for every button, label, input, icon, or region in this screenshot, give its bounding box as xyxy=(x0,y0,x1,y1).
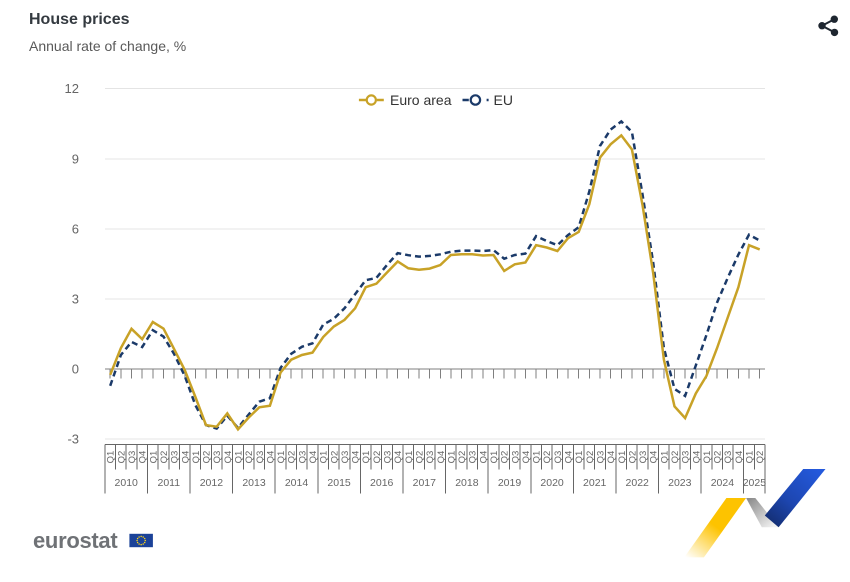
svg-text:Q2: Q2 xyxy=(159,451,170,464)
svg-text:Q2: Q2 xyxy=(670,451,681,464)
svg-text:Q1: Q1 xyxy=(361,451,372,464)
svg-text:Q1: Q1 xyxy=(659,451,670,464)
svg-text:Q2: Q2 xyxy=(415,451,426,464)
svg-text:Q3: Q3 xyxy=(297,451,308,464)
svg-text:Q4: Q4 xyxy=(393,451,404,464)
svg-text:Q2: Q2 xyxy=(287,451,298,464)
svg-text:Q3: Q3 xyxy=(255,451,266,464)
svg-text:-3: -3 xyxy=(67,432,79,447)
svg-text:2011: 2011 xyxy=(158,477,181,489)
svg-text:Q2: Q2 xyxy=(500,451,511,464)
svg-text:Q2: Q2 xyxy=(202,451,213,464)
svg-text:Q4: Q4 xyxy=(265,451,276,464)
svg-text:Q1: Q1 xyxy=(106,451,117,464)
svg-text:Euro area: Euro area xyxy=(390,92,452,108)
svg-text:Q4: Q4 xyxy=(351,451,362,464)
svg-text:Q2: Q2 xyxy=(627,451,638,464)
svg-text:Q3: Q3 xyxy=(468,451,479,464)
svg-text:Q4: Q4 xyxy=(564,451,575,464)
svg-text:Q3: Q3 xyxy=(681,451,692,464)
svg-text:Q2: Q2 xyxy=(457,451,468,464)
svg-text:Q3: Q3 xyxy=(127,451,138,464)
svg-text:Q4: Q4 xyxy=(606,451,617,464)
svg-text:EU: EU xyxy=(494,92,513,108)
svg-text:Q3: Q3 xyxy=(425,451,436,464)
svg-text:2010: 2010 xyxy=(115,477,139,489)
svg-text:Q3: Q3 xyxy=(638,451,649,464)
svg-text:2016: 2016 xyxy=(370,477,394,489)
svg-text:2019: 2019 xyxy=(498,477,522,489)
svg-text:Q1: Q1 xyxy=(617,451,628,464)
svg-text:2025: 2025 xyxy=(743,477,767,489)
svg-text:Q4: Q4 xyxy=(138,451,149,464)
svg-text:3: 3 xyxy=(72,291,79,306)
svg-text:Q4: Q4 xyxy=(308,451,319,464)
svg-text:2024: 2024 xyxy=(711,477,735,489)
svg-text:2023: 2023 xyxy=(668,477,692,489)
svg-text:Q3: Q3 xyxy=(212,451,223,464)
svg-text:Q1: Q1 xyxy=(489,451,500,464)
svg-text:0: 0 xyxy=(72,362,79,377)
svg-text:Q4: Q4 xyxy=(521,451,532,464)
svg-text:Q2: Q2 xyxy=(585,451,596,464)
svg-text:9: 9 xyxy=(72,151,79,166)
svg-text:Q3: Q3 xyxy=(170,451,181,464)
svg-text:Q1: Q1 xyxy=(276,451,287,464)
svg-text:2014: 2014 xyxy=(285,477,309,489)
svg-text:2021: 2021 xyxy=(583,477,607,489)
svg-text:Q1: Q1 xyxy=(234,451,245,464)
svg-text:Q3: Q3 xyxy=(383,451,394,464)
svg-text:2022: 2022 xyxy=(626,477,650,489)
svg-text:Q3: Q3 xyxy=(340,451,351,464)
svg-text:Q2: Q2 xyxy=(244,451,255,464)
svg-text:Q4: Q4 xyxy=(180,451,191,464)
svg-text:Q2: Q2 xyxy=(542,451,553,464)
svg-text:Q3: Q3 xyxy=(553,451,564,464)
svg-text:2020: 2020 xyxy=(540,477,564,489)
svg-text:Q1: Q1 xyxy=(574,451,585,464)
svg-text:Q4: Q4 xyxy=(649,451,660,464)
svg-text:Q1: Q1 xyxy=(191,451,202,464)
svg-text:Q1: Q1 xyxy=(404,451,415,464)
svg-text:Q2: Q2 xyxy=(713,451,724,464)
svg-text:2013: 2013 xyxy=(242,477,266,489)
svg-text:Q3: Q3 xyxy=(510,451,521,464)
svg-text:Q1: Q1 xyxy=(745,451,756,464)
svg-text:2017: 2017 xyxy=(413,477,437,489)
svg-text:2015: 2015 xyxy=(327,477,351,489)
svg-text:Q2: Q2 xyxy=(116,451,127,464)
svg-text:Q2: Q2 xyxy=(755,451,766,464)
svg-text:Q4: Q4 xyxy=(436,451,447,464)
svg-text:Q4: Q4 xyxy=(734,451,745,464)
svg-text:2018: 2018 xyxy=(455,477,479,489)
svg-text:Q1: Q1 xyxy=(532,451,543,464)
svg-text:Q2: Q2 xyxy=(329,451,340,464)
svg-text:12: 12 xyxy=(65,81,79,96)
svg-text:Q2: Q2 xyxy=(372,451,383,464)
svg-text:Q1: Q1 xyxy=(319,451,330,464)
svg-text:Q1: Q1 xyxy=(702,451,713,464)
svg-text:Q3: Q3 xyxy=(723,451,734,464)
svg-text:2012: 2012 xyxy=(200,477,224,489)
svg-text:Q1: Q1 xyxy=(446,451,457,464)
svg-text:6: 6 xyxy=(72,221,79,236)
svg-text:Q4: Q4 xyxy=(691,451,702,464)
svg-text:Q4: Q4 xyxy=(478,451,489,464)
svg-text:Q1: Q1 xyxy=(148,451,159,464)
svg-text:Q4: Q4 xyxy=(223,451,234,464)
svg-text:Q3: Q3 xyxy=(596,451,607,464)
